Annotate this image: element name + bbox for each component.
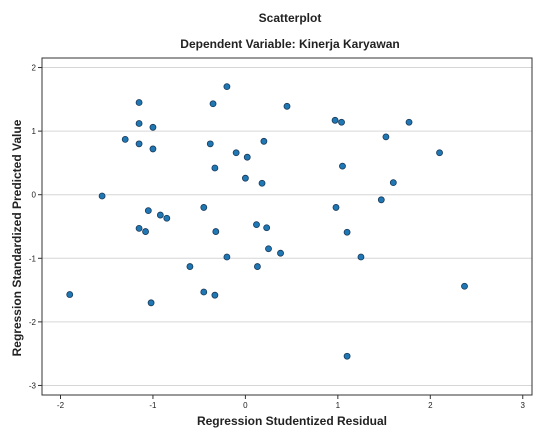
scatter-point: [232, 149, 240, 157]
scatter-point: [338, 118, 345, 126]
y-tick-label: -3: [29, 381, 37, 390]
scatter-point: [206, 140, 214, 148]
scatter-point: [149, 145, 157, 153]
y-tick-label: -2: [29, 318, 37, 327]
x-tick-label: 2: [428, 401, 433, 410]
scatter-point: [357, 253, 365, 261]
scatter-point: [200, 204, 208, 211]
scatter-point: [163, 214, 171, 222]
x-tick-label: -1: [149, 401, 157, 410]
scatter-point: [135, 140, 143, 148]
scatter-point: [339, 162, 346, 170]
scatter-point: [332, 204, 340, 211]
scatter-point: [254, 263, 261, 270]
scatter-point: [377, 196, 385, 204]
scatter-point: [277, 249, 284, 257]
chart-subtitle: Dependent Variable: Kinerja Karyawan: [180, 37, 399, 51]
x-axis-ticks: -2 -1 0 1 2 3: [57, 395, 526, 410]
x-tick-label: 3: [521, 401, 526, 410]
scatter-point: [211, 291, 219, 299]
scatter-point: [223, 83, 231, 91]
scatter-point: [223, 253, 231, 261]
scatter-point: [121, 135, 129, 143]
x-tick-label: -2: [57, 401, 65, 410]
scatter-point: [149, 123, 157, 131]
x-tick-label: 1: [336, 401, 341, 410]
grid-layer: [42, 67, 532, 386]
y-axis-ticks: -3 -2 -1 0 1 2: [29, 64, 42, 390]
scatter-point: [98, 192, 106, 200]
scatter-point: [211, 164, 219, 172]
scatter-point: [343, 352, 351, 360]
scatter-point: [436, 149, 443, 157]
x-axis-label: Regression Studentized Residual: [197, 414, 387, 428]
scatter-point: [144, 207, 152, 215]
y-tick-label: 1: [32, 127, 37, 136]
scatter-point: [405, 118, 413, 126]
plot-frame: [41, 57, 533, 396]
y-tick-label: 2: [32, 64, 37, 73]
scatter-point: [156, 211, 164, 219]
scatter-point: [382, 133, 390, 141]
y-axis-label: Regression Standardized Predicted Value: [10, 119, 24, 356]
scatter-point: [66, 291, 74, 298]
scatter-point: [243, 153, 251, 161]
scatter-point: [200, 288, 208, 296]
scatter-point: [331, 116, 339, 124]
x-tick-label: 0: [243, 401, 248, 410]
scatter-point: [135, 120, 143, 127]
data-points: [66, 83, 468, 360]
scatter-point: [283, 102, 291, 110]
scatter-point: [260, 137, 268, 145]
y-tick-label: 0: [32, 191, 37, 200]
scatter-point: [209, 100, 217, 108]
scatter-point: [389, 179, 397, 187]
scatter-point: [343, 228, 351, 236]
chart-title: Scatterplot: [259, 11, 322, 25]
scatter-point: [265, 245, 272, 253]
scatter-point: [135, 225, 143, 232]
scatter-point: [212, 228, 220, 235]
y-tick-label: -1: [29, 254, 37, 263]
scatter-point: [186, 263, 194, 270]
scatter-point: [461, 282, 468, 290]
scatter-point: [253, 221, 260, 228]
scatter-point: [241, 174, 249, 182]
scatter-point: [258, 179, 266, 187]
scatter-point: [263, 224, 271, 232]
scatter-point: [142, 228, 149, 235]
scatter-point: [147, 299, 155, 307]
scatter-point: [135, 99, 143, 106]
